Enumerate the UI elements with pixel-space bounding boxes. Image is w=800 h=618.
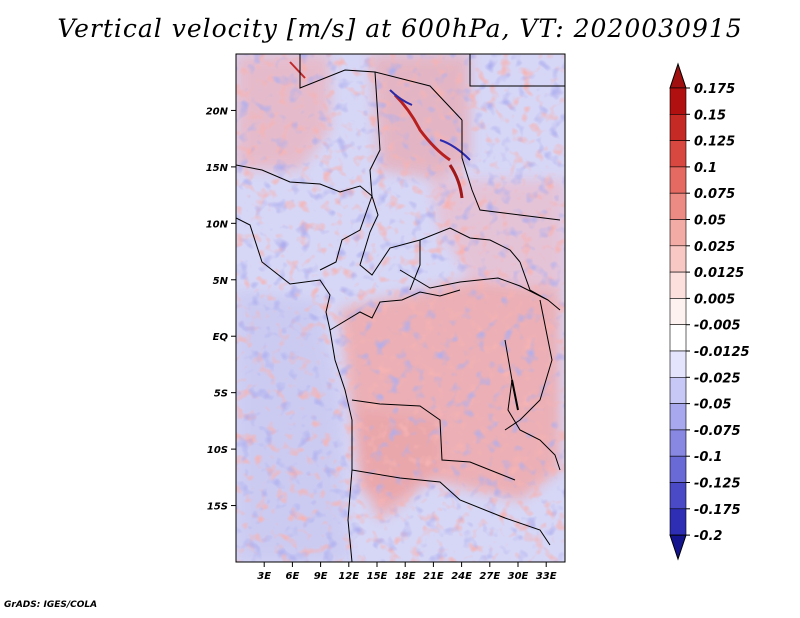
colorbar-swatch — [669, 192, 687, 220]
map-frame — [235, 53, 566, 563]
colorbar-label: 0.025 — [694, 240, 735, 255]
colorbar-label: -0.05 — [694, 398, 731, 413]
colorbar-swatch — [669, 140, 687, 168]
lat-tick-label: 15S — [207, 502, 228, 513]
colorbar-swatch — [669, 87, 687, 115]
colorbar-swatch — [669, 455, 687, 483]
lat-tick-label: 5S — [214, 389, 228, 400]
colorbar-label: 0.125 — [694, 135, 735, 150]
velocity-field — [236, 54, 565, 562]
colorbar-label: 0.175 — [694, 82, 735, 97]
lon-tick-label: 6E — [286, 571, 300, 582]
lat-tick-label: 15N — [206, 163, 229, 174]
colorbar-swatch — [669, 376, 687, 404]
colorbar-swatch — [669, 271, 687, 299]
lon-tick-label: 21E — [423, 571, 444, 582]
colorbar-label: 0.1 — [694, 161, 717, 176]
colorbar-swatch — [669, 245, 687, 273]
lat-tick-label: 20N — [206, 106, 229, 117]
colorbar-label: -0.005 — [694, 319, 741, 334]
colorbar-swatch — [669, 298, 687, 325]
colorbar-swatch — [669, 166, 687, 194]
colorbar-swatch — [669, 350, 687, 378]
colorbar-swatch — [669, 508, 687, 536]
colorbar-label: -0.075 — [694, 424, 741, 439]
colorbar-swatch — [669, 482, 687, 510]
lon-tick-label: 30E — [508, 571, 529, 582]
lon-tick-label: 24E — [451, 571, 472, 582]
colorbar-swatch — [669, 324, 687, 352]
colorbar-label: -0.175 — [694, 503, 741, 518]
latitude-axis: 20N 15N 10N 5N EQ 5S 10S 15S — [206, 106, 236, 513]
colorbar-label: -0.125 — [694, 477, 741, 492]
colorbar-label: -0.1 — [694, 450, 722, 465]
longitude-axis: 3E 6E 9E 12E 15E 18E 21E 24E 27E 30E 33E — [257, 562, 557, 582]
plot-title: Vertical velocity [m/s] at 600hPa, VT: 2… — [57, 14, 743, 43]
lon-tick-label: 9E — [314, 571, 328, 582]
colorbar: 0.175 0.15 0.125 0.1 0.075 0.05 0.025 0.0125 0.0… — [669, 62, 750, 561]
map-boundaries — [236, 54, 565, 562]
lon-tick-label: 3E — [257, 571, 271, 582]
lat-tick-label: 5N — [213, 276, 229, 287]
lat-tick-label: 10N — [206, 219, 229, 230]
colorbar-label: 0.05 — [694, 214, 726, 229]
colorbar-swatch — [669, 114, 687, 141]
colorbar-swatch — [669, 219, 687, 247]
colorbar-label: -0.0125 — [694, 345, 750, 360]
lon-tick-label: 15E — [367, 571, 388, 582]
colorbar-label: 0.0125 — [694, 266, 744, 281]
lat-tick-label: EQ — [213, 332, 229, 343]
lat-tick-label: 10S — [207, 445, 228, 456]
colorbar-label: -0.2 — [694, 529, 722, 544]
lon-tick-label: 33E — [536, 571, 557, 582]
colorbar-swatch — [669, 403, 687, 431]
lon-tick-label: 27E — [479, 571, 500, 582]
lon-tick-label: 12E — [338, 571, 359, 582]
colorbar-swatch — [669, 429, 687, 457]
colorbar-extend-bottom — [669, 534, 687, 561]
colorbar-label: 0.15 — [694, 108, 726, 123]
lon-tick-label: 18E — [395, 571, 416, 582]
colorbar-extend-top — [669, 62, 687, 89]
colorbar-label: 0.075 — [694, 187, 735, 202]
credit-text: GrADS: IGES/COLA — [4, 600, 98, 610]
colorbar-label: 0.005 — [694, 292, 735, 307]
colorbar-label: -0.025 — [694, 371, 741, 386]
